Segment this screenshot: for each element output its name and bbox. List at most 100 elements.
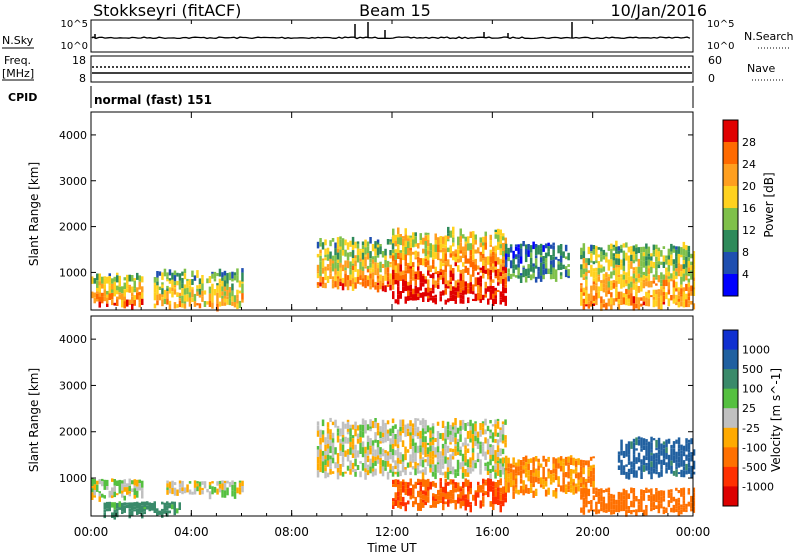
velocity-cell bbox=[587, 469, 590, 477]
velocity-cell bbox=[665, 453, 668, 460]
velocity-cell bbox=[349, 441, 352, 448]
power-cell bbox=[321, 267, 325, 274]
velocity-cell bbox=[650, 467, 653, 472]
velocity-cell bbox=[339, 428, 342, 435]
velocity-cell bbox=[386, 461, 390, 467]
velocity-cell bbox=[572, 478, 575, 483]
velocity-cell bbox=[574, 471, 578, 474]
velocity-cell bbox=[183, 487, 187, 494]
power-cell bbox=[582, 298, 586, 304]
power-cell bbox=[414, 293, 417, 301]
velocity-cell bbox=[379, 454, 382, 458]
velocity-cell bbox=[650, 442, 653, 450]
velocity-cell bbox=[662, 509, 666, 515]
velocity-cell bbox=[552, 476, 555, 483]
power-cell bbox=[492, 286, 495, 294]
power-cell bbox=[677, 287, 681, 292]
power-cell bbox=[612, 256, 616, 261]
power-cell bbox=[188, 292, 192, 298]
power-cell bbox=[419, 233, 422, 241]
velocity-cell bbox=[642, 455, 646, 463]
velocity-cell bbox=[499, 492, 502, 495]
velocity-cell bbox=[381, 426, 385, 433]
power-cell bbox=[532, 266, 535, 273]
velocity-cell bbox=[627, 472, 631, 480]
velocity-cell bbox=[454, 469, 457, 473]
power-cell bbox=[394, 265, 397, 273]
velocity-cell bbox=[349, 460, 352, 467]
power-cell bbox=[218, 283, 222, 288]
power-ylabel: Slant Range [km] bbox=[27, 162, 41, 266]
velocity-cell bbox=[481, 423, 485, 428]
velocity-cell bbox=[203, 481, 207, 489]
velocity-cell bbox=[98, 479, 101, 485]
power-cell bbox=[482, 242, 485, 246]
power-cell bbox=[236, 303, 239, 310]
velocity-cell bbox=[632, 447, 636, 455]
power-cell bbox=[692, 269, 696, 278]
freq-label-line2: [MHz] bbox=[2, 67, 34, 80]
velocity-cell bbox=[444, 487, 447, 494]
velocity-cell bbox=[116, 511, 119, 518]
velocity-cell bbox=[118, 507, 121, 510]
power-cell bbox=[677, 291, 681, 296]
velocity-cell bbox=[662, 441, 666, 445]
power-cell bbox=[612, 298, 616, 306]
velocity-cell bbox=[158, 510, 161, 515]
power-cell bbox=[514, 275, 518, 278]
velocity-cell bbox=[193, 480, 197, 488]
velocity-cell bbox=[384, 429, 387, 437]
velocity-cell bbox=[479, 430, 482, 434]
power-cell bbox=[331, 276, 335, 280]
power-cell bbox=[494, 234, 497, 239]
power-cell bbox=[602, 266, 606, 272]
velocity-cell bbox=[379, 447, 382, 455]
power-cell bbox=[369, 258, 372, 263]
power-cell bbox=[319, 269, 322, 276]
power-cell bbox=[650, 253, 653, 257]
velocity-cell bbox=[424, 495, 427, 502]
velocity-cell bbox=[459, 449, 462, 453]
velocity-cell bbox=[486, 438, 490, 444]
power-cell bbox=[404, 247, 407, 255]
power-cell bbox=[687, 260, 691, 268]
power-cell bbox=[662, 289, 666, 292]
power-cell bbox=[657, 257, 661, 262]
power-cell bbox=[665, 280, 668, 287]
velocity-cell bbox=[657, 437, 661, 443]
velocity-cell bbox=[391, 433, 395, 440]
power-cell bbox=[434, 271, 437, 275]
colorbar-step bbox=[723, 120, 738, 143]
velocity-cell bbox=[522, 461, 525, 466]
power-cell bbox=[542, 269, 545, 275]
power-cell bbox=[602, 255, 606, 260]
velocity-cell bbox=[354, 444, 357, 450]
power-cell bbox=[444, 253, 447, 262]
velocity-cell bbox=[650, 455, 653, 462]
velocity-cell bbox=[504, 468, 508, 471]
velocity-cell bbox=[477, 492, 480, 498]
velocity-cell bbox=[446, 445, 450, 453]
power-cell bbox=[111, 289, 114, 293]
velocity-cell bbox=[411, 427, 415, 436]
velocity-cell bbox=[499, 483, 502, 486]
power-cell bbox=[336, 285, 340, 290]
velocity-cell bbox=[479, 441, 482, 445]
power-cell bbox=[379, 274, 382, 281]
velocity-cell bbox=[615, 499, 618, 505]
power-cell bbox=[637, 266, 641, 274]
power-cell bbox=[602, 279, 606, 284]
power-cell bbox=[379, 280, 382, 284]
velocity-cell bbox=[670, 469, 673, 474]
velocity-cell bbox=[449, 424, 452, 431]
power-cell bbox=[346, 275, 350, 280]
power-cell bbox=[128, 274, 131, 282]
power-cell bbox=[652, 280, 656, 284]
velocity-cell bbox=[462, 495, 465, 501]
power-cell bbox=[602, 303, 606, 308]
velocity-cell bbox=[657, 449, 661, 455]
power-cell bbox=[404, 288, 407, 292]
velocity-cell bbox=[501, 424, 505, 428]
velocity-cell bbox=[371, 452, 375, 457]
power-cell bbox=[652, 250, 656, 255]
